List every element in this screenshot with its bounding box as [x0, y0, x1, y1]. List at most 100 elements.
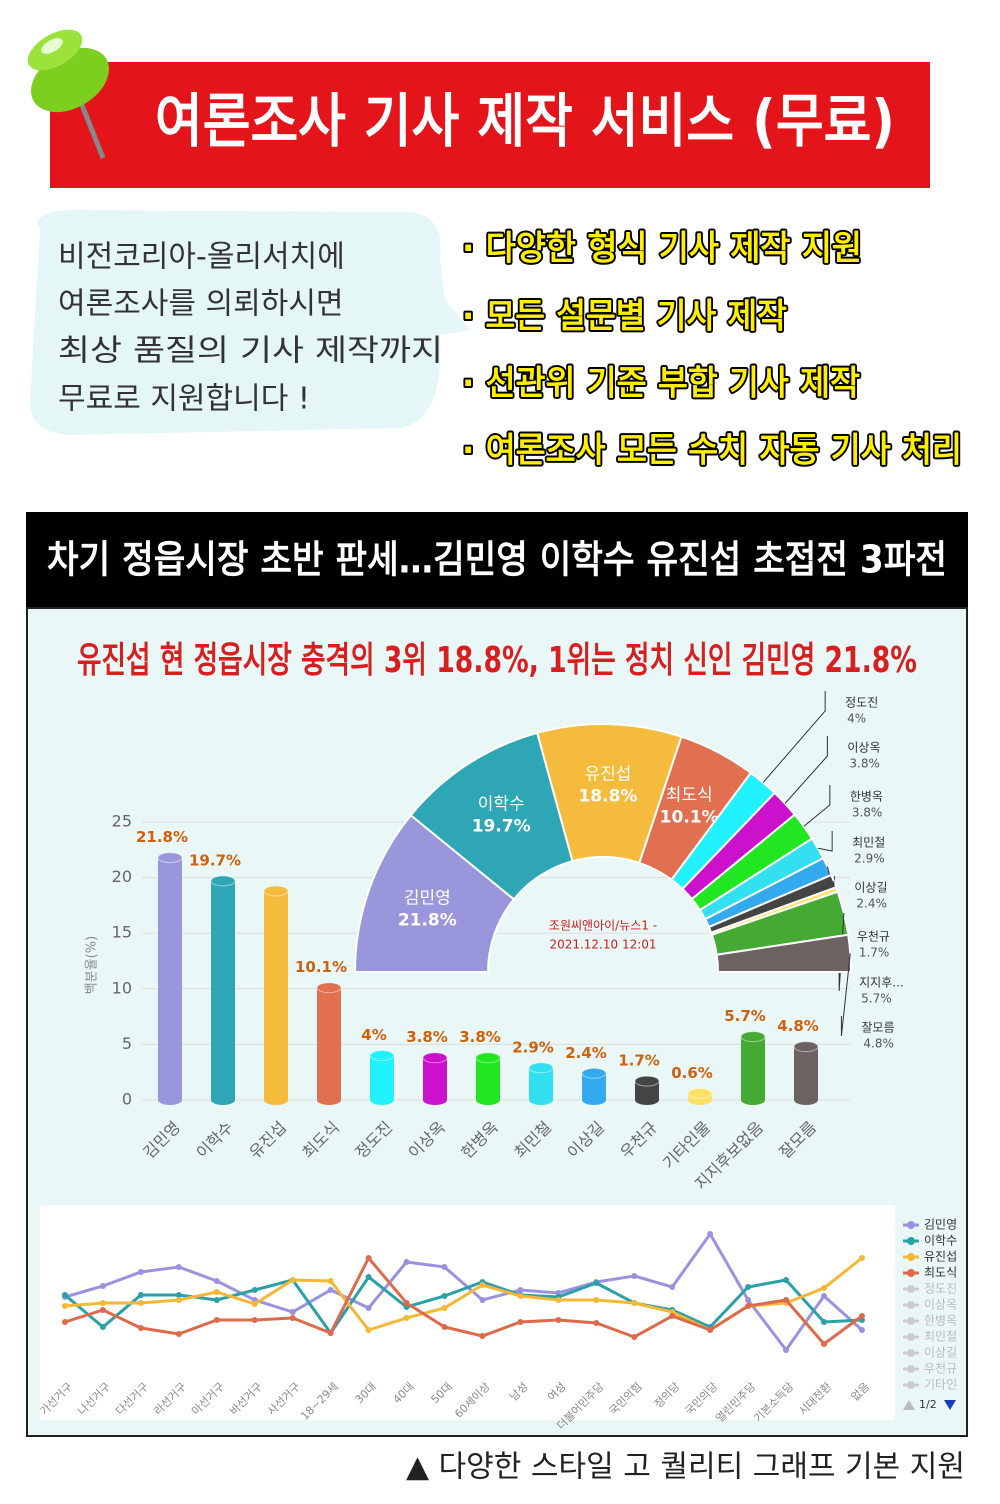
point	[479, 1333, 486, 1339]
slice-value: 5.7%	[861, 992, 892, 1006]
point	[62, 1319, 68, 1325]
legend-marker	[907, 1349, 915, 1357]
point	[441, 1305, 448, 1311]
legend-label: 기타인	[924, 1378, 957, 1392]
value-label: 4.8%	[777, 1017, 819, 1035]
bar	[211, 880, 235, 1100]
legend-marker	[907, 1301, 915, 1309]
point	[403, 1259, 410, 1265]
legend-prev	[903, 1400, 915, 1410]
bar	[158, 857, 182, 1100]
subtitle: 유진섭 현 정읍시장 충격의 3위 18.8%, 1위는 정치 신인 김민영 2…	[77, 640, 917, 681]
source-note: 조원씨앤아이/뉴스1 -	[549, 919, 657, 933]
slice-label: 김민영	[404, 888, 451, 908]
slice-value: 2.4%	[856, 897, 887, 911]
point	[517, 1319, 524, 1325]
footer-caption: ▲ 다양한 스타일 고 퀄리티 그래프 기본 지원	[406, 1450, 965, 1485]
headline-band	[26, 512, 968, 608]
header-band	[50, 62, 930, 188]
feature: · 다양한 형식 기사 제작 지원	[462, 229, 862, 269]
y-tick-label: 5	[122, 1034, 132, 1053]
slice-label: 잘모름	[861, 1021, 894, 1035]
slice-label: 최도식	[666, 786, 713, 806]
point	[403, 1315, 410, 1321]
legend-marker	[907, 1333, 915, 1341]
bar	[476, 1057, 500, 1100]
intro-line: 최상 품질의 기사 제작까지	[58, 334, 443, 369]
intro-line: 여론조사를 의뢰하시면	[58, 287, 344, 322]
slice-label: 정도진	[845, 696, 878, 710]
point	[213, 1297, 220, 1303]
slice-value: 4.8%	[863, 1037, 894, 1051]
legend-label: 이상길	[924, 1346, 957, 1360]
point	[707, 1231, 714, 1237]
point	[593, 1297, 600, 1303]
bar	[264, 890, 288, 1100]
legend-next	[944, 1400, 956, 1410]
point	[62, 1292, 68, 1298]
point	[99, 1283, 106, 1289]
value-label: 3.8%	[459, 1028, 501, 1046]
bar-top	[263, 885, 289, 897]
point	[175, 1264, 182, 1270]
point	[289, 1309, 296, 1315]
point	[365, 1327, 372, 1333]
point	[251, 1317, 258, 1323]
intro-line: 비전코리아-올리서치에	[58, 240, 345, 275]
intro-line: 무료로 지원합니다 !	[58, 382, 310, 417]
point	[631, 1334, 638, 1340]
point	[99, 1307, 106, 1313]
point	[403, 1300, 410, 1306]
point	[441, 1293, 448, 1299]
legend-label: 김민영	[924, 1218, 957, 1232]
slice-value: 19.7%	[472, 817, 531, 837]
bar-bottom	[476, 1095, 500, 1105]
slice-value: 18.8%	[578, 787, 637, 807]
slice-value: 3.8%	[852, 806, 883, 820]
bar	[317, 987, 341, 1100]
slice-value: 21.8%	[398, 910, 457, 930]
point	[783, 1297, 790, 1303]
bar-top	[210, 875, 236, 887]
point	[175, 1292, 182, 1298]
slice-value: 2.9%	[854, 852, 885, 866]
bar-bottom	[582, 1095, 606, 1105]
slice-label: 한병옥	[850, 790, 883, 804]
slice-value: 3.8%	[849, 757, 880, 771]
legend-label: 정도진	[924, 1282, 957, 1296]
point	[289, 1277, 296, 1283]
leader-line	[784, 736, 828, 804]
y-tick-label: 25	[112, 812, 132, 831]
y-tick-label: 15	[112, 923, 132, 942]
point	[365, 1305, 372, 1311]
point	[213, 1317, 220, 1323]
point	[517, 1293, 524, 1299]
point	[213, 1289, 220, 1295]
point	[175, 1331, 182, 1337]
point	[175, 1297, 182, 1303]
legend-label: 우천규	[924, 1361, 957, 1376]
point	[289, 1315, 296, 1321]
point	[365, 1274, 372, 1280]
y-tick-label: 10	[112, 978, 132, 997]
point	[631, 1273, 638, 1279]
point	[479, 1282, 486, 1288]
point	[137, 1300, 144, 1306]
bar-bottom	[529, 1095, 553, 1105]
bar-bottom	[370, 1095, 394, 1105]
bar-top	[316, 982, 342, 994]
bar-bottom	[264, 1095, 288, 1105]
point	[479, 1297, 486, 1303]
point	[251, 1287, 258, 1293]
legend-label: 한병옥	[924, 1314, 957, 1328]
leader-line	[817, 831, 833, 852]
point	[707, 1327, 714, 1333]
bar	[423, 1057, 447, 1100]
series-line	[64, 1255, 863, 1347]
slice-value: 10.1%	[660, 808, 719, 828]
y-axis-label: 백분율(%)	[85, 936, 100, 994]
slice-label: 이학수	[478, 795, 525, 815]
point	[441, 1264, 448, 1270]
bar-top	[475, 1052, 501, 1064]
